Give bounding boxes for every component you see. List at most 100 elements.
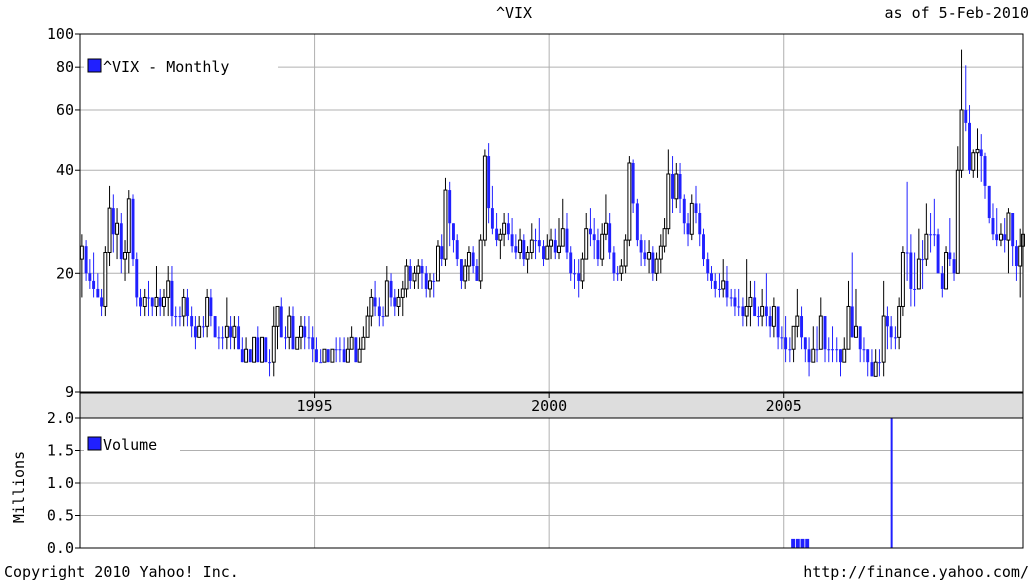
- volume-tick-label-1.0: 1.0: [47, 474, 74, 492]
- candle-body: [256, 337, 260, 363]
- candle-body: [178, 316, 182, 318]
- candle-body: [744, 305, 749, 317]
- candle-body: [139, 297, 142, 307]
- volume-legend-background: [84, 433, 180, 455]
- candle-body: [569, 252, 573, 274]
- candle-body: [565, 228, 569, 253]
- candle-body: [1014, 246, 1018, 267]
- volume-series: [791, 418, 893, 548]
- candle-body: [623, 239, 628, 267]
- price-tick-label-80: 80: [56, 58, 74, 76]
- candle-body: [201, 326, 205, 328]
- candle-body: [1006, 212, 1011, 241]
- candle-body: [588, 228, 592, 235]
- candle-body: [900, 252, 905, 307]
- candle-body: [753, 297, 757, 317]
- candle-body: [784, 337, 788, 350]
- candle-body: [671, 173, 675, 199]
- candle-body: [842, 348, 847, 363]
- volume-plot-border: [79, 417, 1024, 549]
- candle-body: [897, 305, 902, 338]
- price-y-axis: 100 80 60 40 20 9: [47, 25, 80, 401]
- chart-title: ^VIX: [496, 4, 532, 22]
- candle-body: [224, 325, 229, 338]
- candle-body: [580, 258, 585, 282]
- candle-body: [955, 169, 960, 274]
- candle-body: [573, 273, 576, 275]
- price-tick-label-20: 20: [56, 264, 74, 282]
- candle-body: [271, 325, 276, 363]
- candle-body: [428, 280, 432, 290]
- candle-body: [295, 336, 300, 350]
- candle-body: [96, 288, 100, 298]
- candle-body: [459, 259, 463, 281]
- candle-body: [795, 315, 800, 327]
- candle-body: [858, 326, 862, 350]
- candle-body: [471, 252, 475, 267]
- candle-body: [534, 240, 538, 242]
- candle-body: [603, 222, 608, 235]
- candle-body: [123, 252, 128, 260]
- candle-body: [592, 234, 596, 241]
- candle-body: [791, 325, 796, 350]
- candle-body: [361, 336, 366, 350]
- candle-body: [854, 325, 858, 338]
- candle-body: [608, 223, 612, 253]
- candle-body: [400, 288, 405, 298]
- candle-body: [616, 273, 620, 275]
- candle-body: [545, 245, 550, 260]
- yahoo-finance-url[interactable]: http://finance.yahoo.com/: [803, 563, 1029, 581]
- candle-body: [174, 316, 178, 318]
- candle-body: [365, 315, 370, 338]
- candle-body: [510, 234, 514, 247]
- volume-tick-label-2.0: 2.0: [47, 409, 74, 427]
- candle-body: [150, 297, 154, 307]
- candle-body: [349, 336, 354, 350]
- candle-body: [771, 305, 776, 327]
- volume-tick-label-0.5: 0.5: [47, 507, 74, 525]
- candle-body: [475, 266, 479, 281]
- candle-body: [850, 306, 854, 338]
- x-tick-label-2005: 2005: [766, 397, 802, 415]
- candle-body: [995, 234, 999, 241]
- candle-body: [870, 362, 874, 377]
- candle-body: [921, 259, 925, 261]
- candle-body: [197, 325, 202, 338]
- candle-body: [412, 272, 417, 282]
- candle-body: [924, 233, 929, 260]
- candle-body: [381, 316, 385, 318]
- candle-body: [788, 349, 792, 351]
- candle-body: [932, 234, 936, 236]
- candle-body: [760, 305, 765, 317]
- price-tick-label-40: 40: [56, 161, 74, 179]
- candle-body: [827, 349, 831, 351]
- candle-body: [432, 280, 436, 282]
- candle-body: [384, 280, 389, 317]
- candle-body: [678, 173, 682, 199]
- candle-body: [964, 109, 968, 123]
- candle-body: [126, 198, 131, 254]
- candle-body: [357, 348, 362, 363]
- candle-body: [522, 240, 526, 260]
- candle-body: [815, 349, 819, 351]
- yahoo-finance-link[interactable]: http://finance.yahoo.com/: [803, 563, 1029, 581]
- candle-body: [862, 349, 866, 351]
- candle-body: [553, 240, 557, 253]
- candle-body: [185, 297, 189, 317]
- candle-body: [948, 252, 952, 260]
- candle-body: [694, 203, 698, 213]
- candle-body: [885, 316, 889, 327]
- candle-body: [299, 325, 303, 338]
- candle-body: [658, 245, 663, 260]
- candle-body: [135, 259, 139, 298]
- candle-body: [549, 239, 553, 247]
- candle-body: [451, 223, 455, 241]
- candle-body: [913, 288, 917, 290]
- candle-body: [542, 246, 545, 260]
- price-panel: 100 80 60 40 20 9 ^VIX - Monthly: [47, 25, 1025, 401]
- candle-body: [780, 337, 784, 339]
- candle-body: [291, 316, 295, 350]
- candle-body: [979, 149, 983, 157]
- candle-body: [84, 246, 88, 274]
- candle-body: [190, 316, 194, 327]
